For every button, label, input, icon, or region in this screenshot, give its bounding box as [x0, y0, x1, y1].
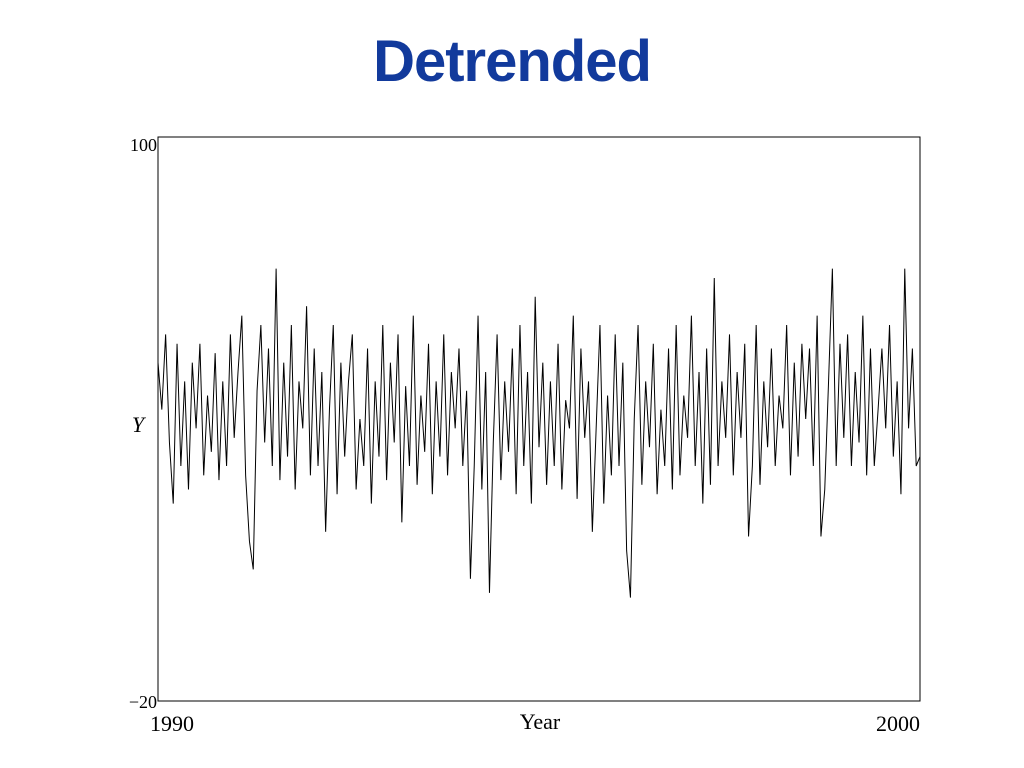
x-tick-label-right: 2000 [876, 711, 920, 736]
plot-frame [157, 136, 921, 702]
y-tick-label-bottom: −20 [129, 692, 157, 712]
series-line-0 [157, 268, 921, 598]
x-tick-label-left: 1990 [150, 711, 194, 736]
slide-title: Detrended [373, 29, 652, 94]
x-axis-label: Year [520, 709, 561, 734]
y-axis-label: Y [132, 412, 147, 437]
y-tick-label-top: 100 [130, 135, 157, 155]
series-layer [157, 268, 921, 598]
